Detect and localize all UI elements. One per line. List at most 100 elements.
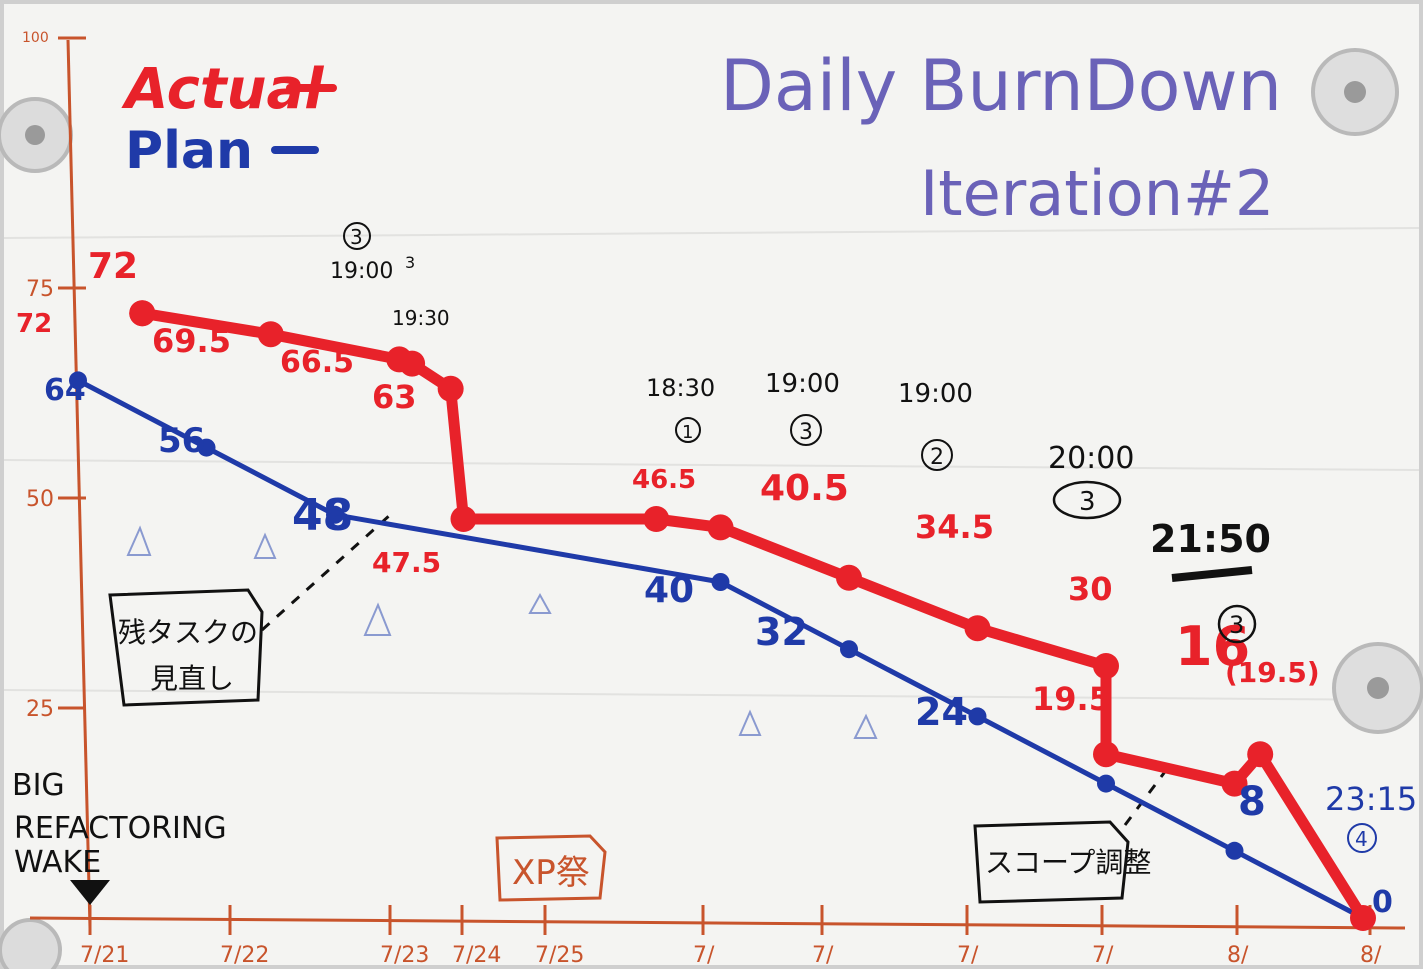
time-note: 18:30 1 — [646, 374, 715, 443]
plan-point — [840, 640, 858, 659]
annotation-task-review-text2: 見直し — [150, 662, 234, 695]
data-label-actual: 72 — [88, 246, 138, 287]
time-note-circle: 1 — [682, 422, 693, 443]
y-axis-line — [66, 39, 92, 929]
annotation-big-refactoring-line3: WAKE — [14, 845, 101, 880]
time-note: 19:00 3 — [765, 369, 840, 446]
time-note-time: 19:00 — [330, 259, 393, 284]
data-label-plan: 0 — [1372, 885, 1393, 920]
data-label-plan: 24 — [915, 690, 968, 734]
x-tick-label: 7/23 — [380, 943, 429, 968]
push-pin-icons — [0, 48, 1423, 969]
x-tick-label: 7/21 — [80, 943, 129, 968]
annotation-big-refactoring-line1: BIG — [12, 768, 65, 803]
x-tick-label: 7/24 — [452, 943, 501, 968]
x-tick-label: 7/ — [693, 943, 715, 968]
pushpin-icon — [1311, 48, 1399, 136]
time-note: 21:50 3 — [1150, 517, 1271, 644]
data-label-actual: 72 — [16, 309, 52, 339]
plan-point — [968, 707, 987, 726]
time-note-time: 18:30 — [646, 374, 715, 402]
annotation-xp-festival: XP祭 — [495, 834, 607, 902]
data-label-plan: 8 — [1238, 779, 1266, 825]
data-label-actual: 47.5 — [372, 546, 441, 579]
data-label-actual: 46.5 — [632, 465, 696, 495]
plan-point — [711, 573, 730, 591]
x-tick-label: 8/ — [1360, 943, 1382, 968]
x-ticks: 7/21 7/22 7/23 7/24 7/25 7/7/7/7/8/8/ — [80, 905, 1382, 968]
actual-point — [836, 564, 862, 591]
time-note-time: 19:30 — [392, 306, 450, 330]
time-note-time: 20:00 — [1048, 441, 1134, 476]
pushpin-icon — [0, 97, 73, 173]
actual-point — [643, 506, 670, 532]
actual-point — [129, 300, 156, 327]
legend: Actual Plan — [121, 57, 337, 181]
time-note: 3 19:30 — [392, 253, 450, 330]
actual-point — [707, 514, 734, 541]
time-notes: 3 19:00 3 19:30 18:30 1 19:00 3 19:00 2 … — [330, 222, 1417, 853]
time-note-circle: 4 — [1355, 827, 1368, 851]
plan-point — [1097, 774, 1115, 793]
data-label-actual: 19.5 — [1032, 680, 1111, 718]
time-note-time: 19:00 — [765, 369, 840, 399]
x-tick-label: 8/ — [1227, 943, 1249, 968]
axes — [29, 39, 1406, 930]
chart-title: Daily BurnDown — [720, 45, 1282, 127]
data-label-actual: 40.5 — [760, 468, 849, 509]
time-note-circle: 3 — [405, 253, 415, 272]
time-note-time: 21:50 — [1150, 517, 1271, 561]
chart-subtitle: Iteration#2 — [920, 157, 1274, 230]
paper-background — [4, 4, 1419, 965]
time-note: 20:00 3 — [1048, 441, 1134, 520]
time-note-circle: 2 — [930, 445, 944, 470]
y-tick-label: 25 — [26, 697, 54, 722]
legend-plan-label: Plan — [125, 121, 253, 181]
data-label-actual: 63 — [372, 378, 417, 416]
time-note-time: 23:15 — [1325, 780, 1417, 818]
time-note: 3 19:00 — [330, 222, 393, 284]
actual-point — [450, 506, 477, 532]
data-label-actual: 69.5 — [152, 322, 231, 360]
data-label-plan: 56 — [158, 421, 205, 461]
plan-point — [326, 505, 344, 524]
x-tick-label: 7/ — [1092, 943, 1114, 968]
plan-point — [197, 438, 216, 457]
annotation-big-refactoring: BIG REFACTORING WAKE — [12, 768, 227, 905]
plan-point — [69, 371, 87, 390]
x-tick-label: 7/22 — [220, 943, 269, 968]
time-note-circle: 3 — [799, 420, 813, 445]
annotation-task-review: 残タスクの 見直し — [108, 513, 392, 707]
actual-point — [964, 615, 991, 642]
actual-point — [1247, 741, 1274, 768]
data-label-plan: 40 — [644, 570, 694, 611]
time-note: 23:15 4 — [1325, 780, 1417, 853]
x-axis-line — [29, 916, 1406, 930]
annotation-scope-adjust: スコープ調整 — [973, 764, 1172, 904]
data-label-actual: 66.5 — [280, 345, 354, 380]
pushpin-icon — [0, 918, 62, 969]
actual-point — [1093, 653, 1119, 679]
data-label-plan: 32 — [755, 610, 808, 654]
delta-marks — [126, 525, 878, 739]
x-tick-label: 7/ — [957, 943, 979, 968]
actual-point — [1350, 905, 1376, 931]
y-tick-label: 50 — [26, 487, 54, 512]
data-label-actual: (19.5) — [1225, 656, 1320, 689]
data-label-plan: 48 — [292, 490, 353, 541]
plan-point — [1225, 841, 1244, 860]
annotation-big-refactoring-line2: REFACTORING — [14, 811, 227, 846]
actual-point — [1221, 770, 1248, 797]
time-note-time: 19:00 — [898, 379, 973, 409]
paper-folds — [3, 227, 1420, 701]
x-tick-label: 7/ — [812, 943, 834, 968]
y-tick-label: 75 — [26, 277, 54, 302]
annotation-scope-adjust-text: スコープ調整 — [985, 846, 1151, 879]
actual-data-labels: 72 72 69.5 66.5 63 47.5 46.5 40.5 34.5 3… — [16, 246, 1320, 718]
plan-data-labels: 64 56 48 40 32 24 8 0 — [44, 373, 1393, 920]
time-note: 19:00 2 — [898, 379, 973, 471]
annotation-task-review-text: 残タスクの — [118, 616, 258, 649]
pushpin-icon — [1332, 642, 1423, 734]
time-note-circle: 3 — [1229, 611, 1244, 639]
